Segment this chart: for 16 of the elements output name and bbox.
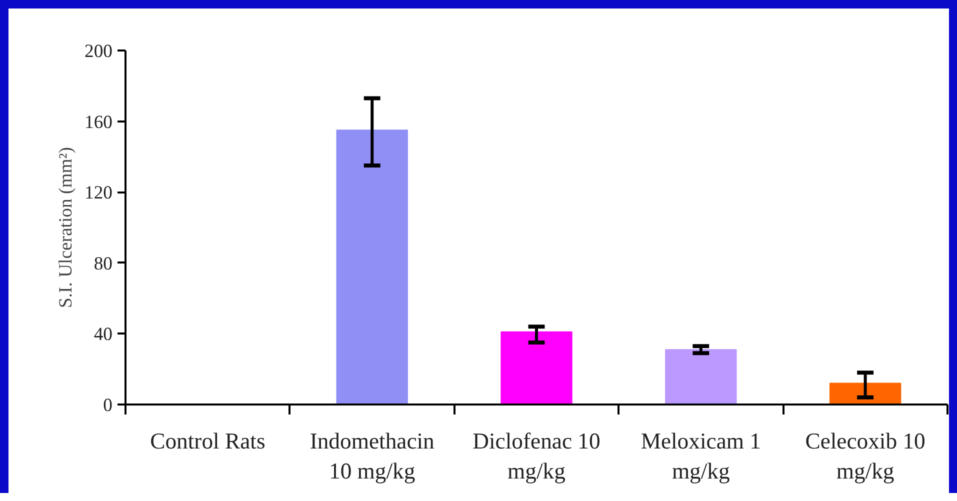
x-tick-label: Control Rats	[150, 428, 266, 454]
y-tick-label: 0	[103, 395, 112, 416]
bar	[829, 382, 902, 404]
y-axis-title: S.I. Ulceration (mm²)	[56, 146, 77, 308]
y-tick-label: 80	[94, 253, 112, 274]
x-tick-label: Celecoxib 10 mg/kg	[805, 428, 926, 484]
x-tick-label: Diclofenac 10 mg/kg	[472, 428, 600, 484]
y-tick-label: 120	[84, 182, 112, 204]
bar	[665, 349, 737, 404]
y-tick-label: 40	[94, 324, 112, 346]
bar	[500, 331, 572, 404]
y-tick-label: 200	[84, 41, 112, 62]
y-tick-label: 160	[84, 112, 112, 133]
bar	[336, 130, 408, 404]
x-tick-label: Meloxicam 1 mg/kg	[640, 428, 761, 484]
x-tick-label: Indomethacin 10 mg/kg	[310, 428, 434, 484]
